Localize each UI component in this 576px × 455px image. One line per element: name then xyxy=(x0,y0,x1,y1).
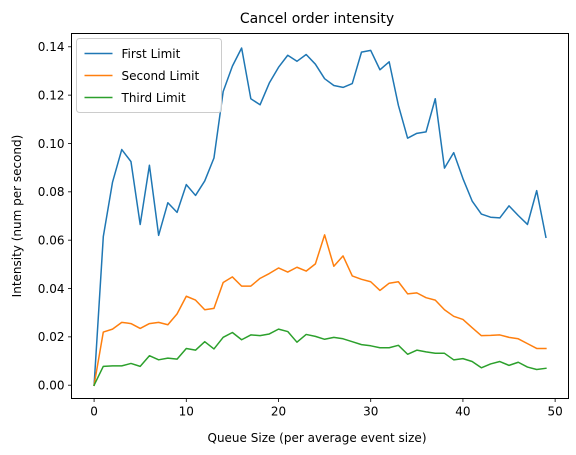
series-line-3 xyxy=(93,328,547,387)
y-tick-label: 0.10 xyxy=(38,137,65,151)
plot-frame xyxy=(71,33,569,399)
plot-area: 0 10 20 30 40 50 0.00 0.02 0.04 0.06 0.08 0.10 0.12… xyxy=(38,33,569,419)
x-tick-label: 50 xyxy=(547,405,562,419)
y-axis: 0.00 0.02 0.04 0.06 0.08 0.10 0.12 0.14 xyxy=(38,40,72,393)
legend: First Limit Second Limit Third Limit xyxy=(76,38,222,113)
x-tick-label: 0 xyxy=(90,405,98,419)
y-tick-label: 0.08 xyxy=(38,185,65,199)
chart-title: Cancel order intensity xyxy=(240,11,394,27)
series-layer xyxy=(93,47,547,387)
legend-label-1: First Limit xyxy=(122,47,181,61)
legend-label-2: Second Limit xyxy=(122,69,200,83)
y-tick-label: 0.06 xyxy=(38,233,65,247)
y-axis-label: Intensity (num per second) xyxy=(10,135,24,298)
y-tick-label: 0.04 xyxy=(38,282,65,296)
x-tick-label: 20 xyxy=(271,405,286,419)
x-tick-label: 30 xyxy=(363,405,378,419)
x-tick-label: 40 xyxy=(455,405,470,419)
x-axis-label: Queue Size (per average event size) xyxy=(208,431,427,445)
y-tick-label: 0.02 xyxy=(38,330,65,344)
legend-label-3: Third Limit xyxy=(121,91,186,105)
series-line-1 xyxy=(93,47,547,387)
y-tick-label: 0.00 xyxy=(38,379,65,393)
x-axis: 0 10 20 30 40 50 xyxy=(90,398,563,419)
legend-box xyxy=(76,38,222,113)
y-tick-label: 0.14 xyxy=(38,40,65,54)
y-tick-label: 0.12 xyxy=(38,88,65,102)
x-tick-label: 10 xyxy=(179,405,194,419)
series-line-2 xyxy=(93,234,547,387)
